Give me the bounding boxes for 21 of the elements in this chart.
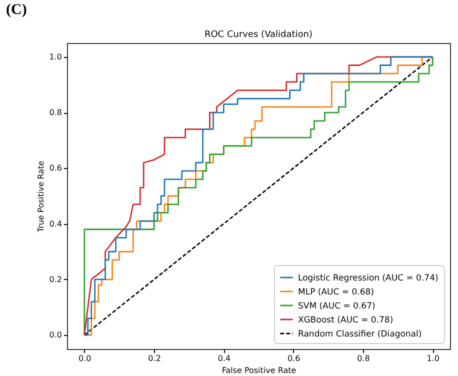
y-axis-title: True Positive Rate: [36, 160, 46, 234]
y-tick-label: 0.6: [49, 164, 62, 173]
x-tick-label: 0.2: [148, 354, 161, 363]
chart-title: ROC Curves (Validation): [204, 30, 313, 40]
x-tick-label: 0.8: [357, 354, 370, 363]
y-tick-label: 0.4: [49, 219, 62, 228]
y-tick-label: 0.8: [49, 108, 62, 118]
x-tick-label: 0.6: [287, 354, 300, 363]
legend-label: Logistic Regression (AUC = 0.74): [298, 274, 438, 284]
y-tick-label: 1.0: [49, 52, 62, 62]
y-tick-label: 0.0: [49, 330, 62, 340]
legend-label: MLP (AUC = 0.68): [298, 288, 374, 298]
x-tick-label: 1.0: [426, 354, 440, 363]
x-axis-title: False Positive Rate: [222, 366, 296, 375]
x-tick-label: 0.0: [78, 354, 92, 363]
text: (C): [6, 2, 27, 19]
legend-label: SVM (AUC = 0.67): [298, 302, 376, 312]
legend-label: Random Classifier (Diagonal): [298, 330, 422, 340]
y-tick-label: 0.2: [49, 274, 62, 284]
legend-label: XGBoost (AUC = 0.78): [298, 316, 394, 326]
x-tick-label: 0.4: [218, 354, 231, 363]
